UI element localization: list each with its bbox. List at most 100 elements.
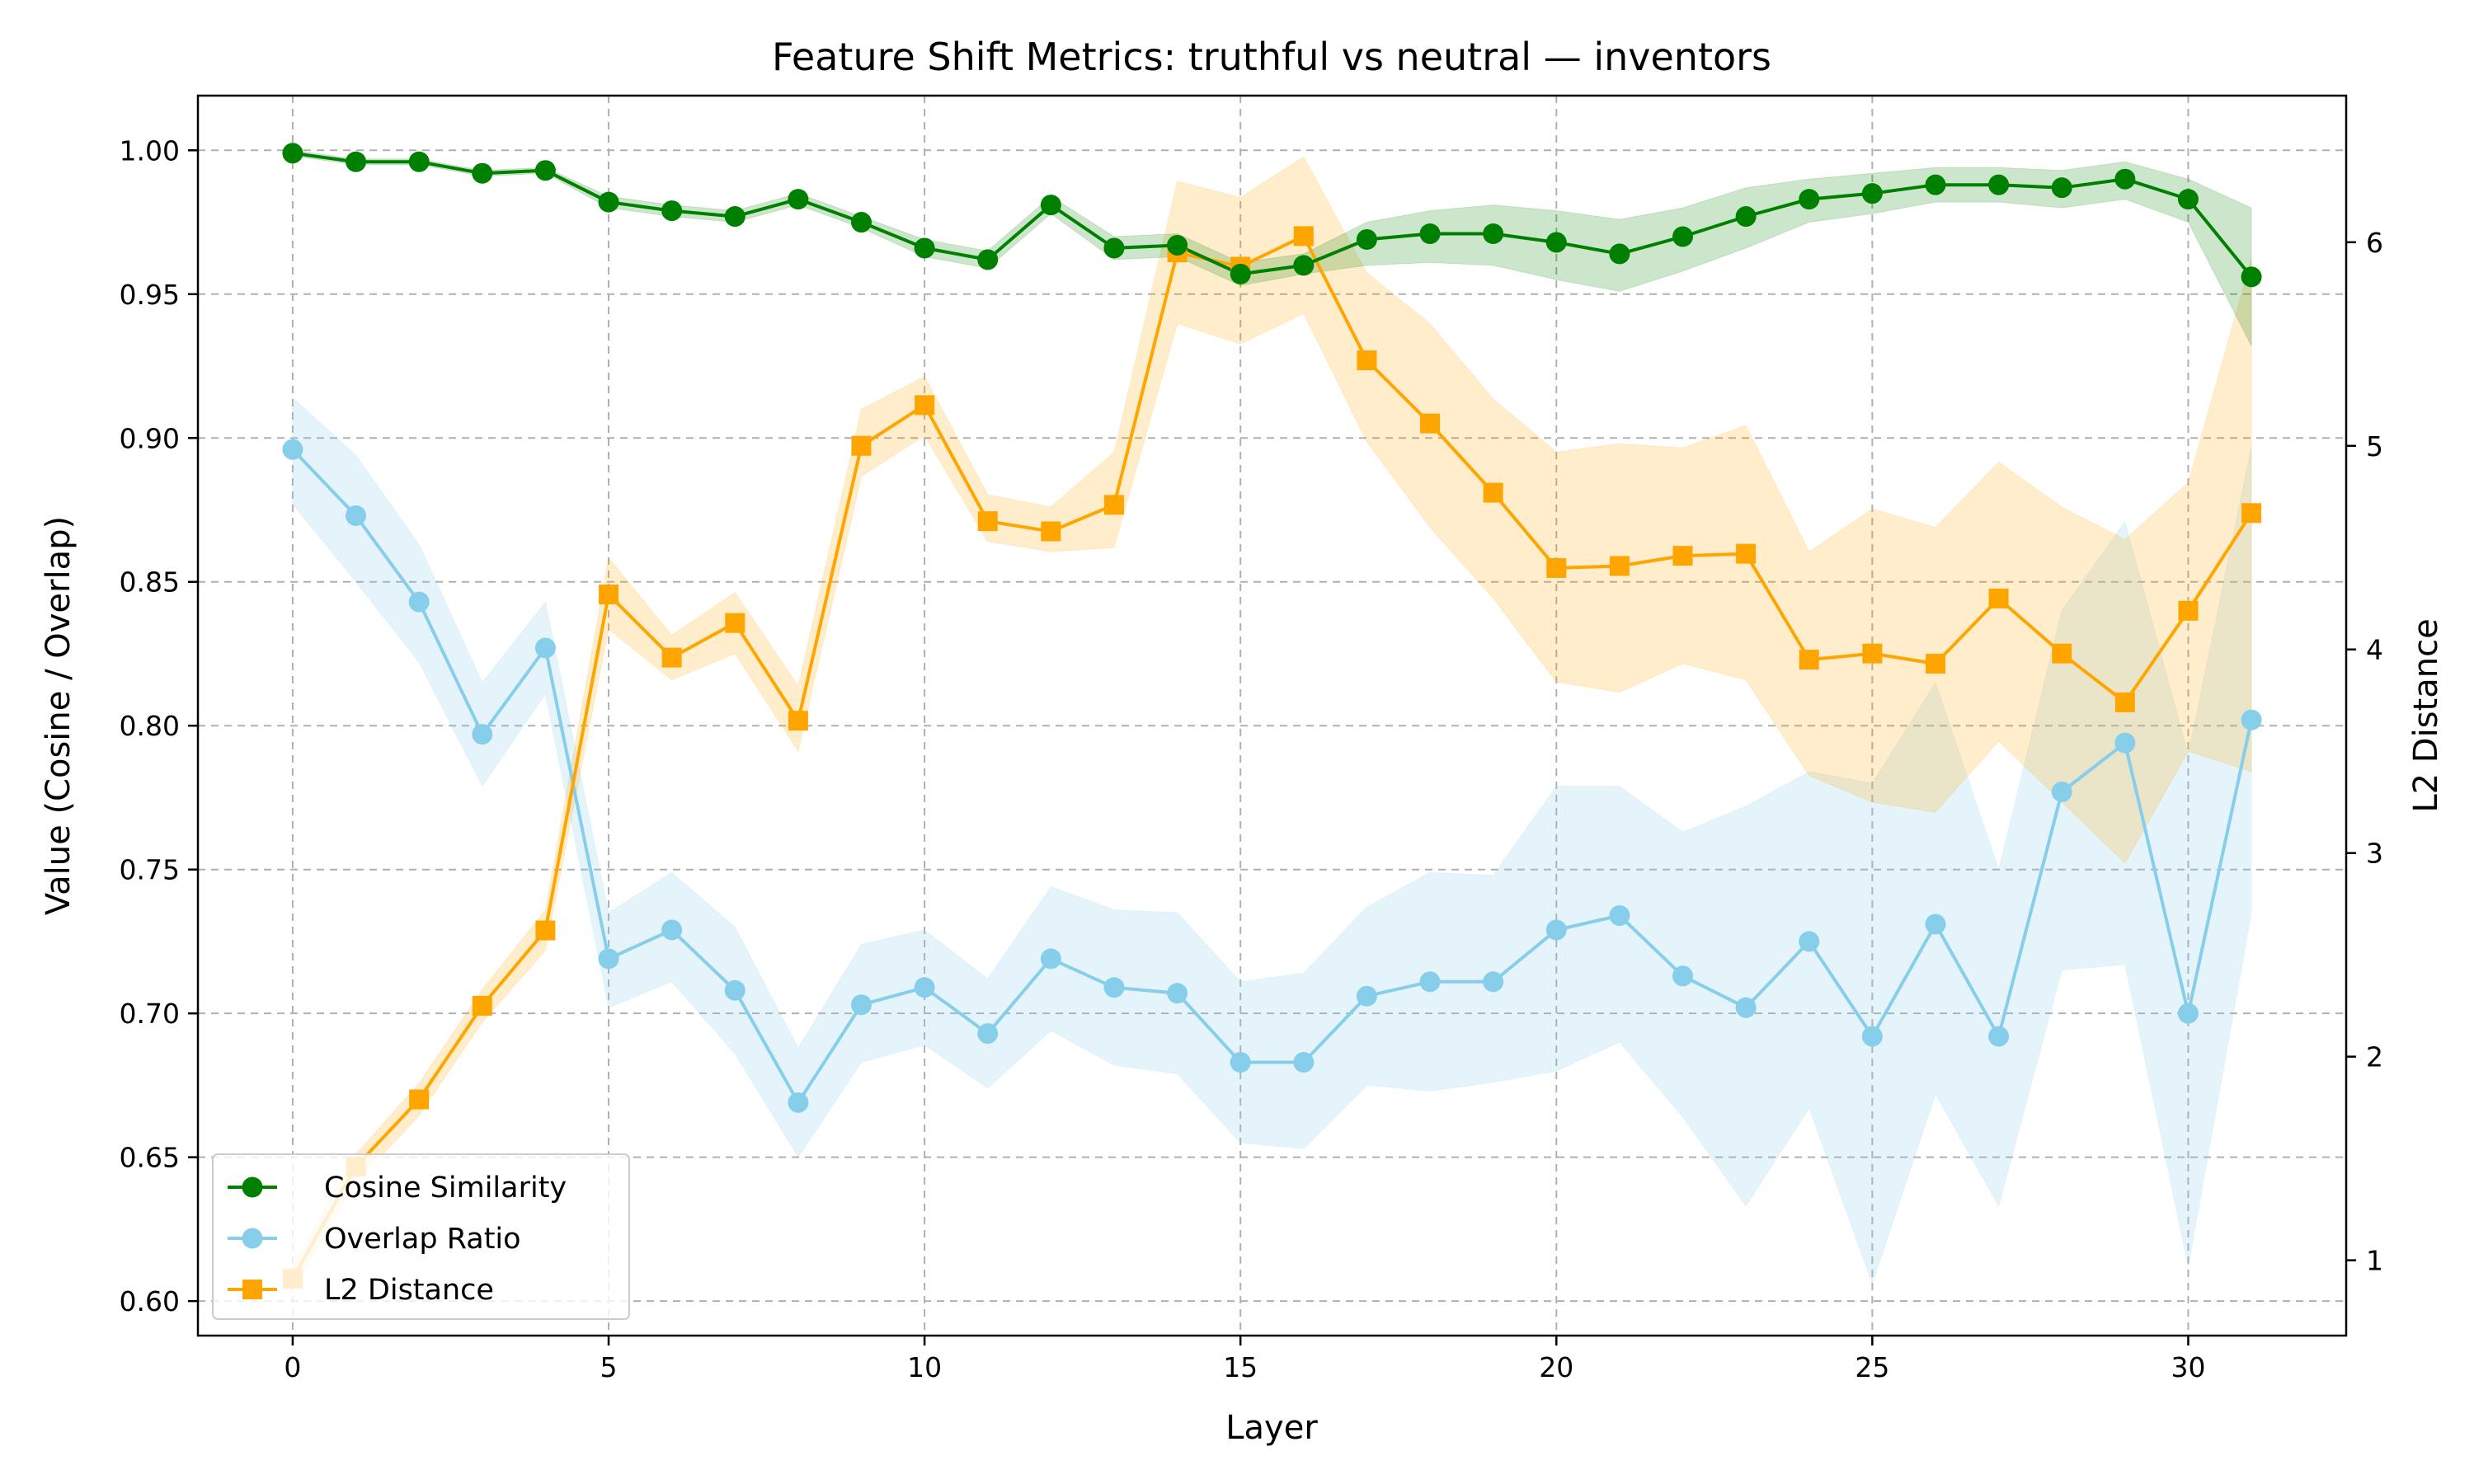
overlap-ratio-point xyxy=(1925,913,1946,935)
cosine-similarity-point xyxy=(534,160,556,181)
x-tick-label: 15 xyxy=(1223,1351,1258,1383)
y-axis-title: Value (Cosine / Overlap) xyxy=(40,516,78,915)
l2-distance-point xyxy=(1609,556,1630,576)
x-tick-label: 25 xyxy=(1855,1351,1889,1383)
l2-distance-point xyxy=(1546,557,1567,578)
l2-distance-point xyxy=(1420,413,1441,434)
y-tick-label: 0.75 xyxy=(120,854,180,886)
cosine-similarity-band xyxy=(292,149,2252,346)
overlap-ratio-point xyxy=(1861,1026,1883,1047)
overlap-ratio-point xyxy=(1545,919,1567,941)
cosine-similarity-point xyxy=(2241,266,2262,288)
x-tick-label: 30 xyxy=(2171,1351,2205,1383)
cosine-similarity-legend-label: Cosine Similarity xyxy=(324,1172,567,1205)
overlap-ratio-point xyxy=(408,591,430,613)
y-tick-label: 0.80 xyxy=(120,710,180,742)
l2-distance-point xyxy=(1483,482,1503,503)
cosine-similarity-point xyxy=(788,189,809,210)
y-tick-label: 0.90 xyxy=(120,422,180,454)
legend-box xyxy=(212,1153,630,1320)
y-tick-label: 0.85 xyxy=(120,566,180,599)
l2-distance-point xyxy=(1672,546,1693,566)
l2-distance-point xyxy=(661,647,682,668)
cosine-similarity-point xyxy=(2177,189,2199,210)
cosine-similarity-point xyxy=(1103,237,1125,259)
x-tick-label: 10 xyxy=(907,1351,942,1383)
cosine-similarity-point xyxy=(977,249,999,270)
l2-distance-point xyxy=(2241,503,2262,524)
l2-distance-point xyxy=(1862,643,1883,664)
l2-distance-point xyxy=(788,711,808,731)
cosine-similarity-point xyxy=(598,191,619,213)
cosine-similarity-point xyxy=(1672,226,1694,247)
plot-frame xyxy=(196,94,2348,1337)
l2-distance-point xyxy=(535,920,556,941)
overlap-ratio-point xyxy=(1609,905,1630,927)
y-tick-label: 0.70 xyxy=(120,998,180,1030)
l2-distance-point xyxy=(915,395,935,416)
cosine-similarity-point xyxy=(1609,243,1630,265)
overlap-ratio-point xyxy=(1040,948,1061,970)
y2-tick-label: 3 xyxy=(2366,838,2383,870)
overlap-ratio-legend-marker xyxy=(242,1228,263,1249)
l2-distance-point xyxy=(2178,600,2199,621)
y2-tick-label: 4 xyxy=(2366,634,2383,666)
overlap-ratio-point xyxy=(1799,931,1820,952)
cosine-similarity-point xyxy=(1545,232,1567,253)
y-tick-label: 0.60 xyxy=(120,1285,180,1317)
cosine-similarity-point xyxy=(914,237,935,259)
l2-distance-point xyxy=(1799,650,1819,670)
y2-tick-label: 5 xyxy=(2366,430,2383,463)
overlap-ratio-point xyxy=(2114,732,2136,754)
y2-axis-title: L2 Distance xyxy=(2407,618,2445,812)
y-tick-label: 1.00 xyxy=(120,134,180,167)
cosine-similarity-point xyxy=(282,143,303,164)
l2-distance-point xyxy=(1357,350,1377,371)
l2-distance-legend-label: L2 Distance xyxy=(324,1274,494,1307)
cosine-similarity-point xyxy=(2051,177,2072,199)
cosine-similarity-point xyxy=(1861,183,1883,204)
cosine-similarity-point xyxy=(1925,174,1946,195)
series-lines xyxy=(291,151,2254,1280)
cosine-similarity-point xyxy=(1799,189,1820,210)
l2-distance-point xyxy=(472,995,492,1016)
cosine-similarity-point xyxy=(1356,228,1377,250)
overlap-ratio-point xyxy=(788,1092,809,1113)
cosine-similarity-point xyxy=(1419,223,1441,244)
cosine-similarity-point xyxy=(850,212,872,233)
l2-distance-point xyxy=(1293,226,1314,247)
overlap-ratio-point xyxy=(1419,971,1441,993)
cosine-similarity-point xyxy=(1735,206,1757,228)
cosine-similarity-point xyxy=(346,151,367,172)
chart-title: Feature Shift Metrics: truthful vs neutr… xyxy=(772,35,1771,79)
y2-tick-label: 2 xyxy=(2366,1041,2383,1073)
y-tick-label: 0.65 xyxy=(120,1142,180,1174)
x-tick-label: 5 xyxy=(600,1351,618,1383)
overlap-ratio-point xyxy=(850,994,872,1016)
overlap-ratio-point xyxy=(724,979,745,1001)
overlap-ratio-point xyxy=(1167,983,1188,1004)
y2-tick-label: 1 xyxy=(2366,1245,2383,1277)
overlap-ratio-point xyxy=(282,439,303,460)
l2-distance-point xyxy=(599,585,619,605)
overlap-ratio-point xyxy=(1988,1026,2010,1047)
y2-tick-label: 6 xyxy=(2366,227,2383,259)
overlap-ratio-band xyxy=(292,397,2252,1285)
l2-distance-point xyxy=(2114,692,2135,712)
cosine-similarity-point xyxy=(1040,195,1061,216)
l2-distance-point xyxy=(1988,588,2009,608)
axis-ticks: 0 5 10 15 20 25 300.600.650.700.750.800.850.90… xyxy=(120,134,2383,1383)
cosine-similarity-point xyxy=(1988,174,2010,195)
x-tick-label: 0 xyxy=(284,1351,301,1383)
overlap-ratio-point xyxy=(1672,965,1694,987)
cosine-similarity-point xyxy=(2114,168,2136,190)
overlap-ratio-point xyxy=(1103,977,1125,998)
overlap-ratio-point xyxy=(2241,709,2262,730)
overlap-ratio-point xyxy=(1230,1051,1251,1073)
cosine-similarity-line xyxy=(292,151,2253,279)
l2-distance-line xyxy=(291,234,2253,1280)
overlap-ratio-point xyxy=(1483,971,1504,993)
cosine-similarity-point xyxy=(1293,255,1315,276)
x-tick-label: 20 xyxy=(1539,1351,1573,1383)
